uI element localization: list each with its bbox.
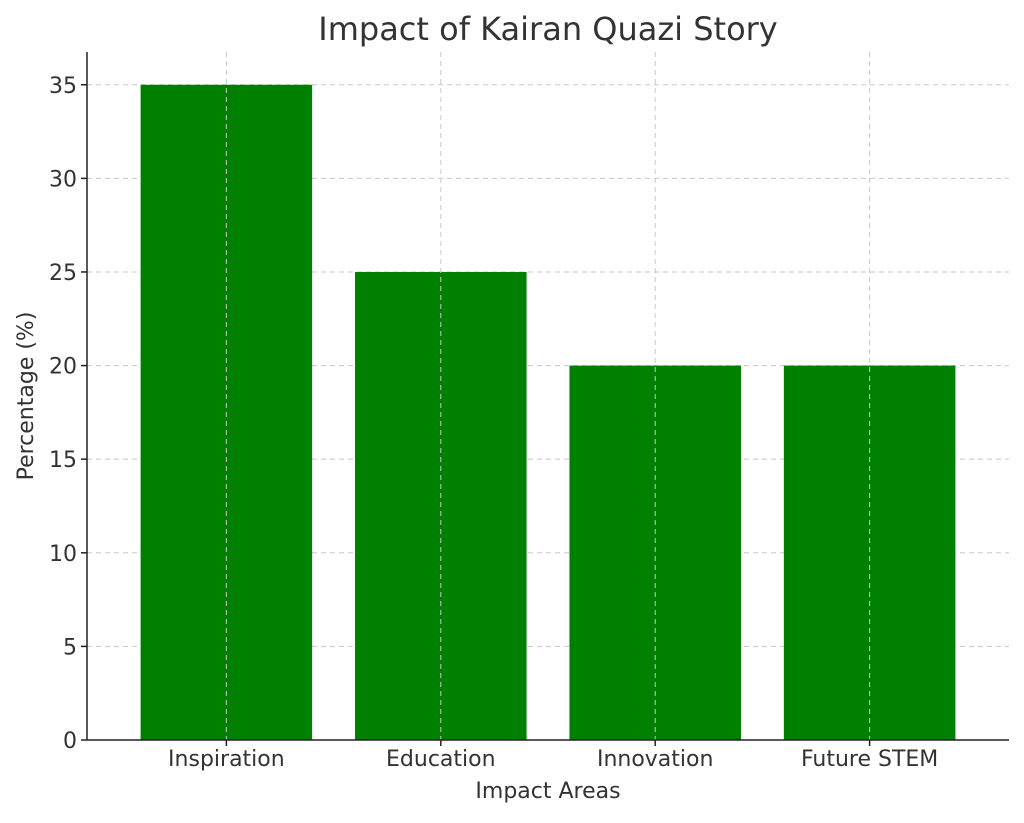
x-tick-label: Future STEM: [801, 747, 938, 772]
x-axis-label: Impact Areas: [475, 779, 620, 804]
y-tick-label: 0: [63, 729, 77, 754]
x-tick-label: Innovation: [597, 747, 713, 772]
y-axis-label: Percentage (%): [14, 312, 39, 481]
y-tick-label: 35: [49, 74, 77, 99]
y-tick-label: 25: [49, 261, 77, 286]
x-ticks-layer: Inspiration Education Innovation Future STE…: [168, 740, 938, 772]
vertical-grid-layer: [225, 52, 871, 740]
chart-title: Impact of Kairan Quazi Story: [318, 10, 777, 48]
y-tick-label: 10: [49, 542, 77, 567]
axes-layer: [86, 52, 1009, 741]
y-tick-label: 20: [49, 355, 77, 380]
y-tick-label: 30: [49, 167, 77, 192]
bars-layer: [140, 84, 956, 740]
y-ticks-layer: 0 5 10 15 20 25 30 35: [49, 74, 87, 754]
y-tick-label: 5: [63, 635, 77, 660]
x-tick-label: Inspiration: [168, 747, 285, 772]
x-tick-label: Education: [386, 747, 496, 772]
y-tick-label: 15: [49, 448, 77, 473]
